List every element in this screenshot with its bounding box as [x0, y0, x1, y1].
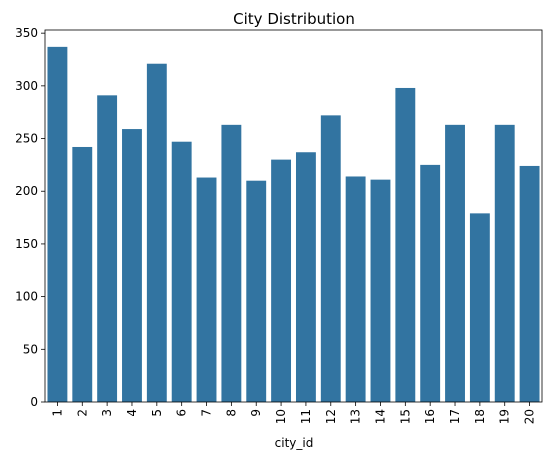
x-tick-label: 14: [373, 409, 387, 424]
bar-city-12: [320, 115, 341, 402]
bar-city-16: [420, 164, 441, 402]
y-tick-label: 350: [15, 26, 38, 40]
bar-city-11: [295, 152, 316, 402]
bar-city-7: [196, 177, 217, 402]
bar-city-20: [519, 165, 540, 402]
y-tick-label: 250: [15, 132, 38, 146]
bar-city-2: [72, 146, 93, 402]
bar-city-15: [395, 87, 416, 403]
bar-city-14: [370, 179, 391, 402]
bar-city-4: [122, 129, 142, 402]
y-tick-label: 200: [15, 184, 38, 198]
x-tick-label: 20: [523, 409, 537, 424]
x-tick-label: 11: [299, 409, 313, 424]
x-tick-label: 18: [473, 409, 487, 424]
plot-frame: [44, 29, 543, 403]
bar-city-18: [469, 213, 490, 402]
bar-city-1: [47, 46, 68, 402]
x-tick-label: 2: [75, 409, 89, 417]
bar-city-5: [146, 63, 167, 402]
bar-city-10: [271, 159, 292, 402]
y-tick-label: 50: [23, 342, 38, 356]
x-tick-label: 15: [398, 409, 412, 424]
x-tick-label: 4: [125, 409, 139, 417]
x-axis: 1 2 3 4 5 6 7 8 9 10 11 12 13 14 15 16 17 18 19 20: [50, 402, 537, 424]
x-tick-label: 10: [274, 409, 288, 424]
y-tick-label: 150: [15, 237, 38, 251]
bar-city-3: [97, 95, 118, 403]
bar-city-6: [171, 141, 192, 402]
x-tick-label: 6: [175, 409, 189, 417]
bar-city-8: [221, 124, 242, 403]
x-axis-label: city_id: [275, 436, 314, 450]
x-tick-label: 5: [150, 409, 164, 417]
y-tick-label: 300: [15, 79, 38, 93]
x-tick-label: 17: [448, 409, 462, 424]
x-tick-label: 8: [224, 409, 238, 417]
bar-city-13: [345, 176, 366, 402]
x-tick-label: 1: [50, 409, 64, 417]
x-tick-label: 13: [349, 409, 363, 424]
y-tick-label: 0: [30, 395, 38, 409]
x-tick-label: 7: [200, 409, 214, 417]
bar-city-9: [246, 180, 267, 402]
bars-group: [47, 46, 540, 403]
x-tick-label: 19: [498, 409, 512, 424]
bar-city-19: [494, 124, 515, 403]
bar-city-17: [445, 124, 465, 403]
y-axis: 0 50 100 150 200 250 300 350: [15, 26, 45, 409]
chart-title: City Distribution: [233, 10, 355, 28]
x-tick-label: 3: [100, 409, 114, 417]
y-tick-label: 100: [15, 290, 38, 304]
x-tick-label: 16: [423, 409, 437, 424]
x-tick-label: 9: [249, 409, 263, 417]
x-tick-label: 12: [324, 409, 338, 424]
